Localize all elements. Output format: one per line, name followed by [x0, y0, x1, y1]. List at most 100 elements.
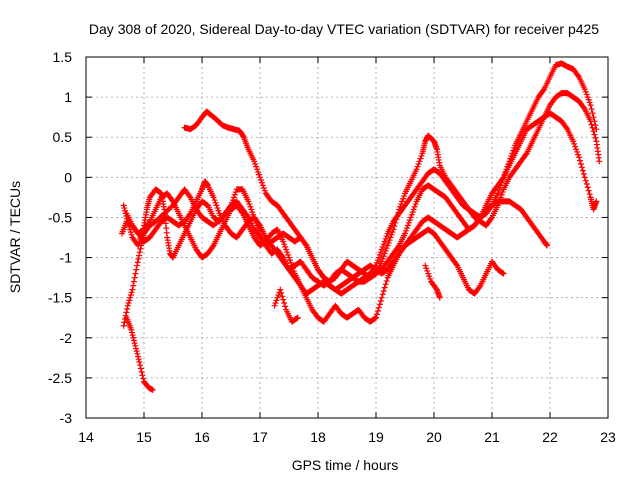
data-point	[381, 250, 388, 257]
data-point	[124, 302, 131, 309]
data-point	[120, 202, 127, 209]
data-point	[587, 118, 594, 125]
y-tick-label: 0.5	[53, 129, 73, 145]
data-point	[585, 96, 592, 103]
data-point	[388, 231, 395, 238]
data-point	[289, 265, 296, 272]
data-point	[386, 237, 393, 244]
data-point	[120, 322, 127, 329]
data-point	[579, 167, 586, 174]
x-tick-label: 22	[542, 429, 558, 445]
data-point	[280, 238, 287, 245]
data-point	[404, 222, 411, 229]
data-point	[256, 221, 263, 228]
data-point	[499, 189, 506, 196]
data-point	[213, 202, 220, 209]
x-tick-label: 19	[368, 429, 384, 445]
data-point	[130, 334, 137, 341]
data-point	[494, 190, 501, 197]
x-tick-label: 14	[78, 429, 94, 445]
data-point	[134, 262, 141, 269]
data-point	[496, 197, 503, 204]
data-point	[403, 225, 410, 232]
data-point	[256, 171, 263, 178]
data-point	[133, 348, 140, 355]
track-5	[120, 90, 603, 297]
data-point	[511, 144, 518, 151]
data-point	[373, 259, 380, 266]
data-point	[139, 372, 146, 379]
data-point	[214, 205, 221, 212]
data-point	[416, 158, 423, 165]
data-point	[413, 166, 420, 173]
data-point	[136, 249, 143, 256]
data-point	[240, 133, 247, 140]
data-point	[505, 160, 512, 167]
data-point	[249, 209, 256, 216]
data-point	[372, 263, 379, 270]
data-point	[378, 294, 385, 301]
data-point	[127, 291, 134, 298]
data-point	[580, 104, 587, 111]
data-point	[409, 209, 416, 216]
data-point	[246, 201, 253, 208]
data-point	[575, 151, 582, 158]
data-point	[286, 257, 293, 264]
y-axis-label: SDTVAR / TECUs	[7, 181, 23, 293]
data-point	[130, 282, 137, 289]
data-point	[244, 213, 251, 220]
data-point	[133, 266, 140, 273]
track-8	[422, 262, 443, 301]
y-tick-label: -2.5	[48, 370, 72, 386]
data-point	[135, 356, 142, 363]
data-point	[125, 300, 132, 307]
data-point	[500, 174, 507, 181]
x-tick-label: 16	[194, 429, 210, 445]
data-point	[381, 238, 388, 245]
data-point	[285, 251, 292, 258]
data-point	[260, 185, 267, 192]
data-point	[502, 168, 509, 175]
data-point	[453, 261, 460, 268]
data-point	[123, 309, 130, 316]
data-point	[137, 365, 144, 372]
data-point	[157, 189, 164, 196]
data-point	[571, 140, 578, 147]
data-point	[382, 247, 389, 254]
data-point	[140, 225, 147, 232]
data-point	[382, 281, 389, 288]
data-point	[273, 297, 280, 304]
data-point	[121, 205, 128, 212]
data-point	[424, 267, 431, 274]
data-point	[215, 207, 222, 214]
data-point	[294, 314, 301, 321]
data-point	[590, 128, 597, 135]
data-point	[586, 191, 593, 198]
data-point	[373, 311, 380, 318]
data-point	[252, 160, 259, 167]
data-point	[494, 202, 501, 209]
data-point	[584, 94, 591, 101]
data-point	[591, 131, 598, 138]
data-point	[584, 184, 591, 191]
data-point	[283, 246, 290, 253]
data-point	[380, 253, 387, 260]
data-point	[593, 198, 600, 205]
data-point	[124, 306, 131, 313]
data-point	[406, 217, 413, 224]
data-point	[588, 121, 595, 128]
data-point	[279, 293, 286, 300]
track-7	[271, 286, 301, 325]
data-point	[211, 197, 218, 204]
data-point	[375, 254, 382, 261]
data-point	[277, 286, 284, 293]
data-point	[592, 134, 599, 141]
data-point	[402, 227, 409, 234]
data-point	[257, 177, 264, 184]
data-point	[417, 155, 424, 162]
data-point	[288, 262, 295, 269]
data-point	[582, 177, 589, 184]
x-tick-label: 20	[426, 429, 442, 445]
data-point	[423, 265, 430, 272]
